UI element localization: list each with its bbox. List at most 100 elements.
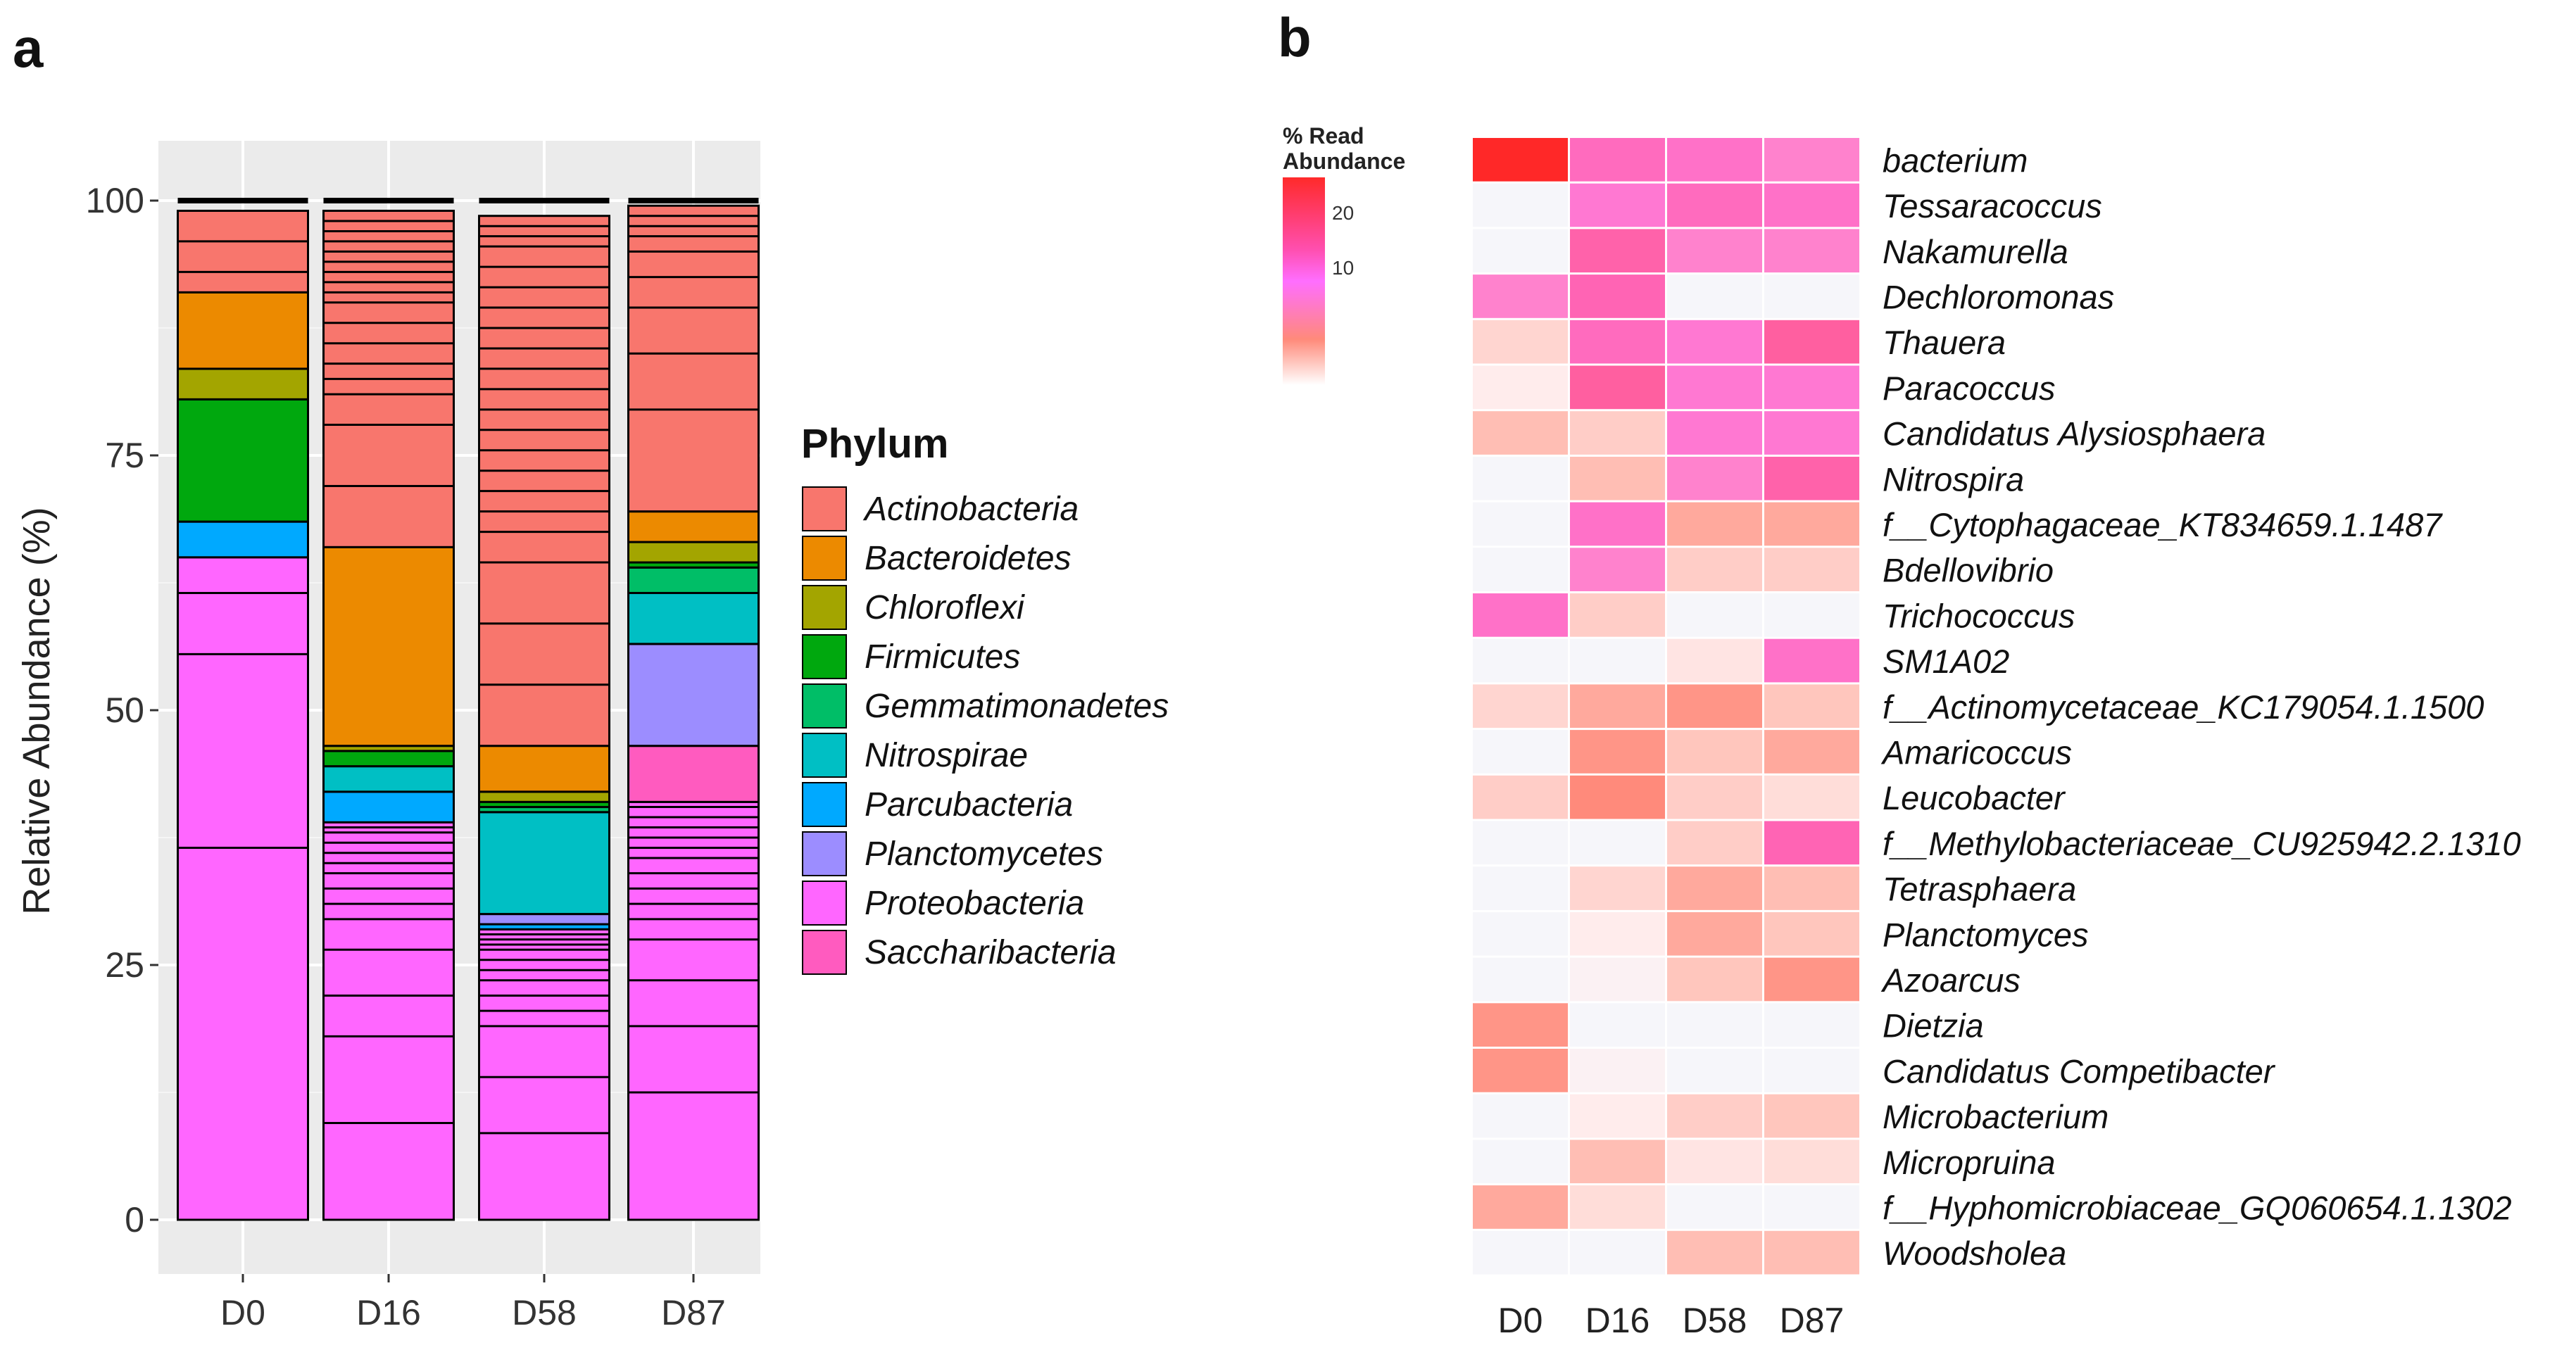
heatmap-cell [1473,365,1568,410]
legend: Phylum Actinobacteria Bacteroidetes Chloro… [801,421,1169,975]
heatmap-row-label: Bdellovibrio [1883,552,2054,589]
heatmap-cell [1764,957,1859,1002]
heatmap-cell [1667,548,1762,591]
heatmap-cell [1764,1185,1859,1229]
bar-segment-proteobacteria-d0 [177,556,309,1221]
heatmap-cell [1667,1140,1762,1184]
heatmap-cell [1667,684,1762,728]
heatmap-cell [1473,1094,1568,1138]
heatmap-column-label-d16: D16 [1585,1301,1650,1340]
heatmap-cell [1570,730,1665,774]
heatmap-cell [1473,138,1568,182]
heatmap-cell [1473,1230,1568,1275]
heatmap-row-labels: bacterium Tessaracoccus Nakamurella Dechlor… [1880,141,2521,1272]
heatmap-cell [1473,1185,1568,1229]
heatmap-row-label: Leucobacter [1883,779,2066,816]
heatmap-cell [1764,320,1859,364]
heatmap-cell [1667,502,1762,546]
bar-segment-firmicutes-d16 [322,750,455,768]
heatmap-cell [1473,638,1568,683]
heatmap-cell [1570,866,1665,910]
heatmap-cell [1667,320,1762,364]
heatmap-row-label: Microbacterium [1883,1098,2109,1135]
heatmap-cell [1570,138,1665,182]
bars [177,198,760,1221]
heatmap-cell [1570,1003,1665,1047]
heatmap-cell [1570,365,1665,410]
bar-segment-chloroflexi-d87 [627,541,760,564]
y-axis-label: Relative Abundance (%) [15,507,58,914]
heatmap-cell [1764,411,1859,455]
heatmap-cell [1764,275,1859,318]
heatmap-cell [1764,911,1859,956]
heatmap-chart: % Read Abundance 20 10 bacterium Tessarac… [1283,123,2521,1340]
legend-swatch-chloroflexi [802,585,847,630]
heatmap-cell [1473,548,1568,591]
legend-label-saccharibacteria: Saccharibacteria [865,934,1117,971]
y-tick-label: 25 [105,945,144,985]
heatmap-column-labels: D0 D16 D58 D87 [1498,1301,1845,1340]
bar-segment-proteobacteria-d87 [627,800,760,1221]
bar-segment-parcubacteria-d16 [322,790,455,824]
heatmap-cell [1667,1049,1762,1092]
heatmap-cell [1570,183,1665,227]
heatmap-cell [1570,411,1665,455]
bar-segment-proteobacteria-d58 [478,928,610,1221]
heatmap-cell [1473,730,1568,774]
x-tick-label-d58: D58 [512,1293,577,1332]
x-tick-label-d0: D0 [220,1293,265,1332]
heatmap-cell [1764,1140,1859,1184]
heatmap-cell [1473,456,1568,500]
heatmap-cell [1764,684,1859,728]
heatmap-cell [1667,957,1762,1002]
heatmap-cell [1667,183,1762,227]
heatmap-cell [1667,1003,1762,1047]
heatmap-row-label: Candidatus Competibacter [1883,1052,2276,1090]
heatmap-column-label-d58: D58 [1683,1301,1747,1340]
bar-segment-parcubacteria-d0 [177,520,309,559]
heatmap-cell [1473,775,1568,819]
bar-segment-actinobacteria-d0 [177,209,309,294]
heatmap-cell [1764,365,1859,410]
bar-segment-planctomycetes-d58 [478,913,610,926]
heatmap-cell [1570,502,1665,546]
bar-top-cap [628,198,759,203]
heatmap-cell [1570,638,1665,683]
heatmap-cell [1764,866,1859,910]
heatmap-cell [1473,411,1568,455]
bar-segment-saccharibacteria-d87 [627,745,760,803]
heatmap-cell [1570,1140,1665,1184]
heatmap-cell [1570,320,1665,364]
legend-label-actinobacteria: Actinobacteria [862,491,1079,528]
heatmap-row-label: Paracoccus [1883,370,2056,407]
heatmap-cell [1473,275,1568,318]
legend-swatch-saccharibacteria [802,930,847,975]
heatmap-row-label: f__Actinomycetaceae_KC179054.1.1500 [1883,688,2484,726]
heatmap-cell [1667,866,1762,910]
bar-segment-actinobacteria-d87 [627,204,760,513]
colorbar-tick-20: 20 [1332,202,1354,224]
legend-label-nitrospirae: Nitrospirae [865,737,1028,774]
legend-swatch-proteobacteria [802,881,847,926]
colorbar-title-line1: % Read [1283,123,1364,149]
heatmap-cell [1473,1049,1568,1092]
bar-top-cap [479,198,610,203]
heatmap-cell [1667,775,1762,819]
legend-swatch-nitrospirae [802,733,847,778]
panel-b-label: b [1278,6,1312,68]
heatmap-cell [1570,684,1665,728]
bar-segment-firmicutes-d0 [177,398,309,523]
colorbar-title-line2: Abundance [1283,149,1405,174]
legend-label-parcubacteria: Parcubacteria [865,786,1073,824]
x-tick-label-d87: D87 [661,1293,726,1332]
stacked-bar-chart: 0 25 50 75 100 D0 D16 D58 D87 Relative Abundanc… [15,141,1169,1332]
heatmap-cell [1764,730,1859,774]
heatmap-cell [1570,275,1665,318]
heatmap-row-label: Trichococcus [1883,597,2075,634]
legend-label-planctomycetes: Planctomycetes [865,835,1103,873]
legend-label-chloroflexi: Chloroflexi [865,589,1025,626]
heatmap-cell [1570,593,1665,637]
heatmap-cell [1764,638,1859,683]
bar-segment-gemmatimonadetes-d87 [627,566,760,594]
